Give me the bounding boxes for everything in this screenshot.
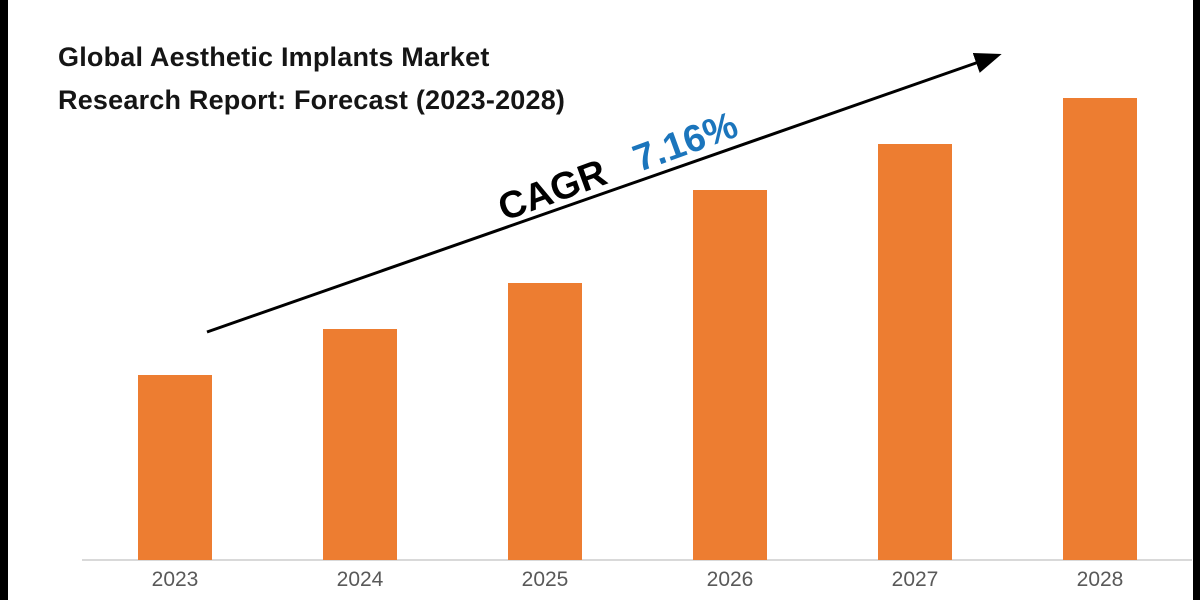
x-tick-label-2024: 2024 [336,568,384,591]
chart-title-line1: Global Aesthetic Implants Market [58,42,490,72]
bar-2024 [323,329,397,560]
chart-title-line2: Research Report: Forecast (2023-2028) [58,85,566,115]
x-tick-label-2026: 2026 [706,568,754,591]
cagr-label: CAGR [492,151,613,230]
cagr-space [608,145,632,188]
bar-2023 [138,375,212,560]
right-frame-bar [1193,0,1200,600]
x-tick-label-2028: 2028 [1076,568,1124,591]
left-frame-bar [0,0,8,600]
x-axis-line [82,559,1192,561]
chart-title: Global Aesthetic Implants Market Researc… [58,36,565,122]
x-tick-label-2025: 2025 [521,568,569,591]
x-tick-label-2027: 2027 [891,568,939,591]
x-tick-label-2023: 2023 [151,568,199,591]
bar-2026 [693,190,767,560]
bar-2027 [878,144,952,560]
bar-2028 [1063,98,1137,560]
cagr-value: 7.16% [627,104,744,181]
bar-2025 [508,283,582,560]
